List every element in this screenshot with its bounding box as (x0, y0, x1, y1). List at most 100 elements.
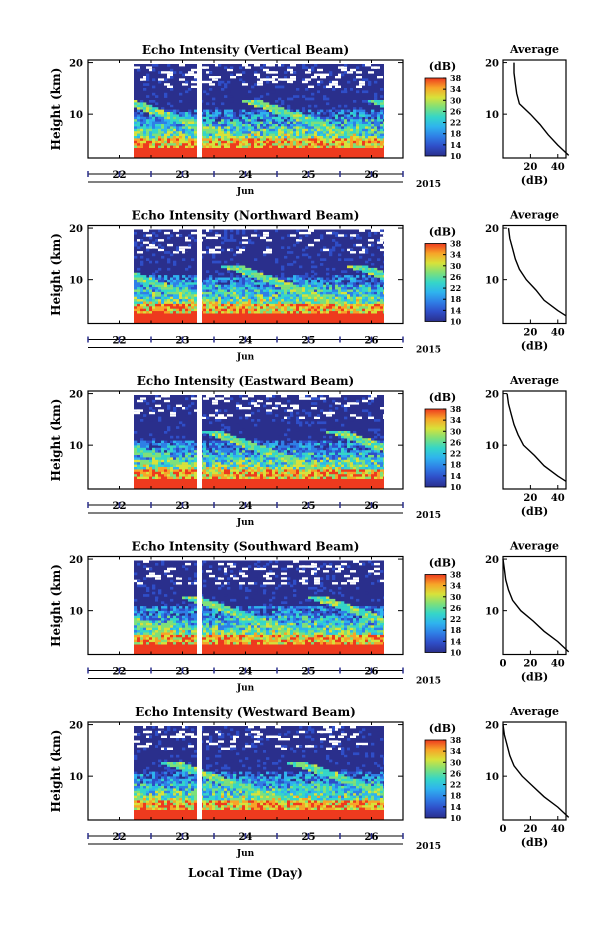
heatmap-cell (242, 318, 246, 321)
heatmap-cell (317, 136, 321, 139)
heatmap-cell (137, 457, 141, 461)
heatmap-cell (182, 140, 186, 144)
heatmap-cell (227, 114, 231, 118)
heatmap-cell (236, 136, 240, 139)
heatmap-cell (320, 299, 324, 302)
heatmap-cell (317, 152, 321, 156)
heatmap-cell (194, 450, 198, 453)
heatmap-cell (383, 138, 384, 142)
heatmap-cell (299, 140, 303, 144)
heatmap-cell (137, 467, 141, 470)
heatmap-cell (356, 279, 360, 283)
heatmap-cell (302, 119, 306, 122)
heatmap-cell (233, 152, 237, 156)
heatmap-cell (236, 126, 240, 130)
heatmap-cell (245, 284, 249, 288)
heatmap-cell (167, 299, 171, 302)
heatmap-cell (380, 299, 384, 302)
heatmap-cell (383, 306, 384, 309)
heatmap-cell (239, 133, 243, 137)
heatmap-cell (149, 112, 153, 115)
missing-data-cell (173, 229, 179, 232)
heatmap-cell (191, 116, 195, 120)
heatmap-cell (155, 445, 159, 449)
heatmap-cell (353, 126, 357, 130)
heatmap-cell (275, 299, 279, 302)
heatmap-cell (227, 277, 231, 281)
heatmap-cell (299, 284, 303, 288)
heatmap-cell (161, 462, 165, 465)
missing-data-cell (347, 71, 353, 74)
heatmap-cell (146, 294, 150, 297)
heatmap-cell (209, 138, 213, 142)
heatmap-cell (377, 136, 381, 139)
heatmap-cell (182, 126, 186, 130)
heatmap-cell (194, 452, 198, 456)
heatmap-cell (155, 114, 159, 118)
heatmap-cell (311, 296, 315, 300)
heatmap-cell (359, 248, 363, 252)
heatmap-cell (356, 308, 360, 312)
heatmap-cell (344, 303, 348, 307)
heatmap-cell (257, 102, 261, 106)
heatmap-cell (218, 64, 222, 67)
heatmap-cell (380, 277, 384, 281)
heatmap-cell (314, 313, 318, 317)
heatmap-cell (338, 112, 342, 115)
heatmap-cell (311, 260, 315, 264)
heatmap-cell (383, 133, 384, 137)
heatmap-cell (329, 291, 333, 295)
heatmap-cell (188, 282, 192, 285)
heatmap-cell (212, 306, 216, 309)
heatmap-cell (239, 301, 243, 305)
heatmap-cell (356, 131, 360, 134)
heatmap-cell (221, 284, 225, 288)
heatmap-cell (281, 112, 285, 115)
heatmap-cell (182, 464, 186, 468)
heatmap-cell (296, 88, 300, 91)
heatmap-cell (182, 476, 186, 480)
heatmap-cell (221, 136, 225, 139)
heatmap-cell (263, 299, 267, 302)
heatmap-cell (353, 284, 357, 288)
heatmap-cell (359, 116, 363, 120)
heatmap-cell (296, 282, 300, 285)
missing-data-cell (239, 248, 245, 252)
heatmap-cell (329, 306, 333, 309)
heatmap-cell (368, 284, 372, 288)
heatmap-cell (266, 306, 270, 309)
heatmap-cell (236, 263, 240, 266)
heatmap-cell (203, 140, 207, 144)
heatmap-cell (203, 150, 207, 154)
heatmap-cell (170, 107, 174, 110)
heatmap-cell (224, 229, 228, 233)
heatmap-cell (257, 126, 261, 130)
heatmap-cell (326, 114, 330, 118)
heatmap-cell (161, 287, 165, 290)
heatmap-cell (179, 282, 183, 285)
heatmap-cell (236, 114, 240, 118)
heatmap-cell (293, 140, 297, 144)
heatmap-cell (224, 143, 228, 146)
heatmap-cell (296, 119, 300, 122)
heatmap-cell (155, 457, 159, 461)
heatmap-cell (272, 294, 276, 297)
heatmap-cell (305, 299, 309, 302)
heatmap-cell (239, 131, 243, 134)
heatmap-cell (353, 124, 357, 127)
heatmap-cell (149, 287, 153, 290)
heatmap-cell (260, 109, 264, 113)
heatmap-cell (203, 313, 207, 317)
heatmap-cell (179, 296, 183, 300)
heatmap-cell (203, 320, 207, 324)
heatmap-cell (305, 234, 309, 237)
heatmap-cell (176, 440, 180, 444)
heatmap-cell (209, 443, 213, 446)
heatmap-cell (350, 152, 354, 156)
heatmap-cell (341, 301, 345, 305)
heatmap-cell (170, 138, 174, 142)
heatmap-cell (227, 308, 231, 312)
heatmap-cell (161, 464, 165, 468)
heatmap-cell (152, 138, 156, 142)
heatmap-cell (266, 296, 270, 300)
